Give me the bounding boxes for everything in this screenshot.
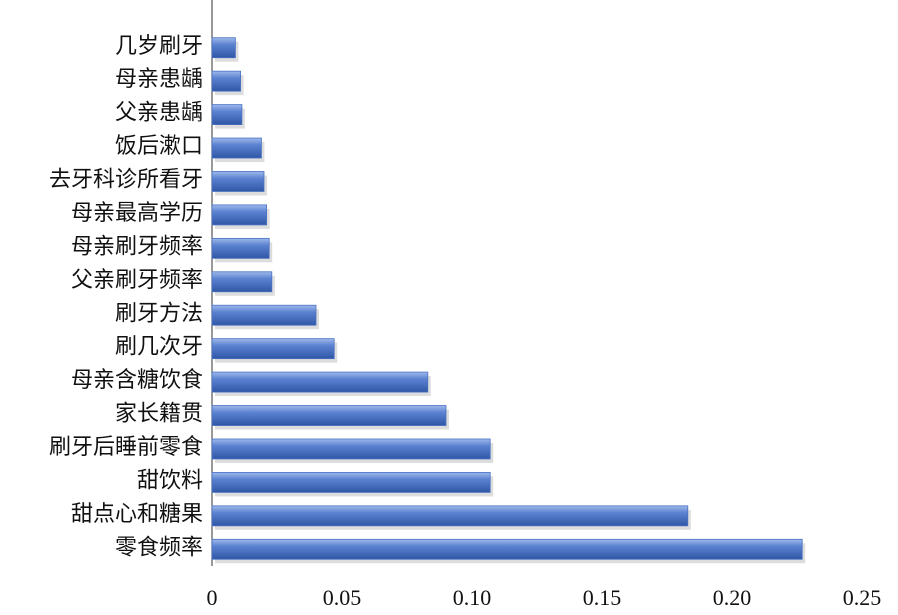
x-tick-label: 0.25 (843, 585, 882, 610)
x-tick-label: 0.15 (583, 585, 622, 610)
y-tick-label: 母亲刷牙频率 (71, 233, 203, 258)
y-tick-label: 父亲刷牙频率 (71, 267, 203, 292)
bar (211, 438, 491, 460)
y-tick-label: 父亲患龋 (115, 100, 203, 125)
bar (211, 37, 236, 59)
y-tick-label: 几岁刷牙 (115, 33, 203, 58)
bar (211, 505, 689, 527)
y-tick-label: 母亲含糖饮食 (71, 367, 203, 392)
x-tick-label: 0.20 (713, 585, 752, 610)
y-tick-label: 刷牙后睡前零食 (49, 434, 203, 459)
x-tick-label: 0.05 (323, 585, 362, 610)
bar (211, 538, 803, 560)
bar (211, 204, 267, 226)
bar (211, 338, 335, 360)
y-tick-label: 甜饮料 (137, 467, 203, 492)
bar (211, 171, 265, 192)
bar (211, 472, 491, 493)
y-tick-label: 零食频率 (115, 534, 203, 559)
bar (211, 70, 242, 92)
bar (211, 304, 317, 326)
bar (211, 237, 270, 259)
x-tick-label: 0.10 (453, 585, 492, 610)
y-tick-label: 饭后漱口 (115, 133, 203, 158)
bar (211, 271, 273, 293)
x-tick-label: 0 (207, 585, 218, 610)
y-tick-label: 刷牙方法 (115, 300, 203, 325)
y-tick-label: 家长籍贯 (115, 401, 203, 426)
y-tick-label: 刷几次牙 (115, 334, 203, 359)
bar (211, 371, 429, 393)
bar (211, 405, 447, 426)
y-tick-label: 甜点心和糖果 (71, 501, 203, 526)
bar (211, 104, 243, 125)
y-tick-label: 去牙科诊所看牙 (49, 167, 203, 192)
y-tick-label: 母亲患龋 (115, 66, 203, 91)
y-tick-label: 母亲最高学历 (71, 200, 203, 225)
bar (211, 137, 262, 159)
